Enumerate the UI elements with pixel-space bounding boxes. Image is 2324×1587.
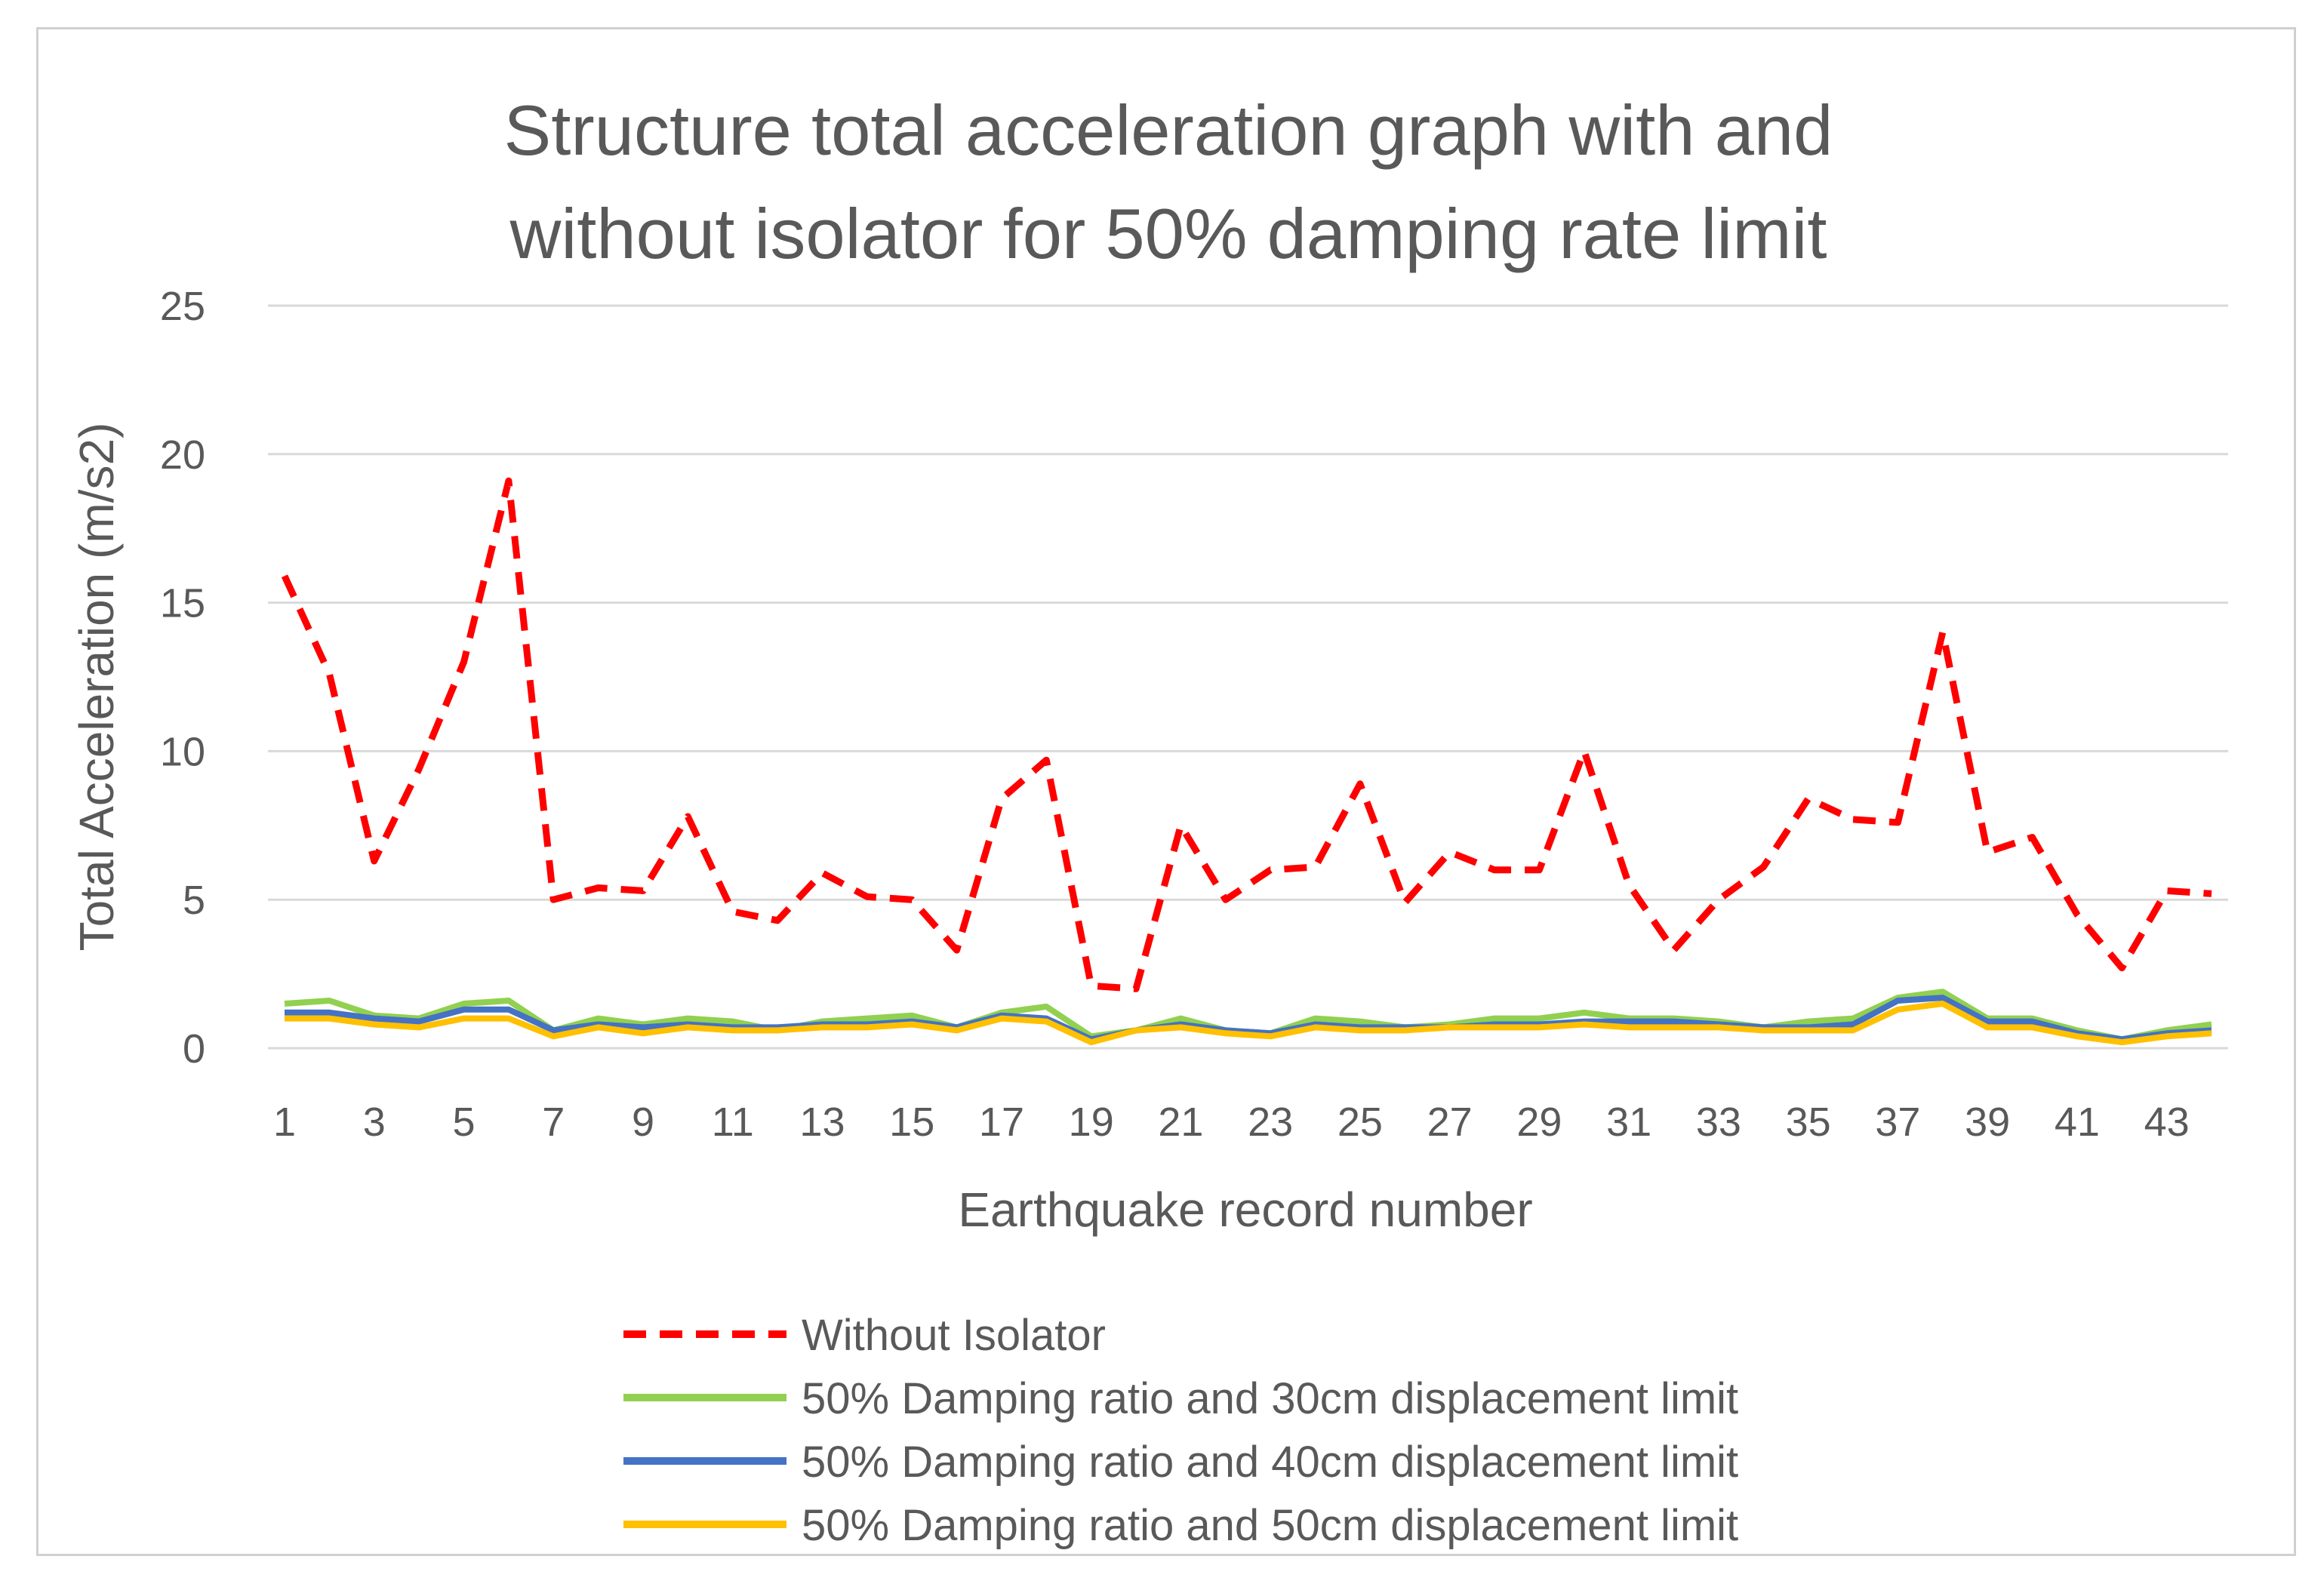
x-tick-label: 9 <box>632 1100 654 1145</box>
x-tick-label: 19 <box>1069 1100 1114 1145</box>
x-tick-label: 43 <box>2144 1100 2190 1145</box>
x-tick-label: 41 <box>2055 1100 2100 1145</box>
x-axis-label: Earthquake record number <box>958 1183 1532 1237</box>
y-tick-label: 15 <box>160 581 205 626</box>
x-axis-ticks: 1 3 5 7 9 11 13 15 17 19 21 23 25 27 29 31 33 35 37 39 41 43 <box>273 1100 2190 1145</box>
x-tick-label: 39 <box>1965 1100 2010 1145</box>
chart-frame <box>36 27 2296 1556</box>
y-axis-ticks: 0 5 10 15 20 25 <box>160 284 205 1072</box>
y-tick-label: 10 <box>160 729 205 774</box>
legend: Without Isolator 50% Damping ratio and 30… <box>623 1311 1738 1550</box>
x-tick-label: 33 <box>1696 1100 1741 1145</box>
x-tick-label: 25 <box>1337 1100 1383 1145</box>
series-line-1 <box>281 477 2212 992</box>
x-tick-label: 15 <box>889 1100 934 1145</box>
legend-label-4: 50% Damping ratio and 50cm displacement … <box>802 1501 1738 1550</box>
x-tick-label: 3 <box>363 1100 386 1145</box>
y-tick-label: 20 <box>160 432 205 478</box>
plot-series <box>281 477 2212 1046</box>
legend-label-3: 50% Damping ratio and 40cm displacement … <box>802 1438 1738 1487</box>
series-line-4 <box>285 1001 2212 1046</box>
legend-label-2: 50% Damping ratio and 30cm displacement … <box>802 1374 1738 1423</box>
x-tick-label: 27 <box>1427 1100 1473 1145</box>
legend-label-1: Without Isolator <box>802 1311 1106 1360</box>
chart-title-line-2: without isolator for 50% damping rate li… <box>509 194 1827 273</box>
x-tick-label: 21 <box>1158 1100 1203 1145</box>
x-tick-label: 7 <box>542 1100 565 1145</box>
x-tick-label: 23 <box>1248 1100 1293 1145</box>
y-axis-label: Total Acceleration (m/s2) <box>69 423 124 952</box>
x-tick-label: 37 <box>1875 1100 1920 1145</box>
x-tick-label: 17 <box>979 1100 1024 1145</box>
y-tick-label: 5 <box>183 878 205 923</box>
x-tick-label: 5 <box>452 1100 475 1145</box>
x-tick-label: 29 <box>1516 1100 1562 1145</box>
gridlines <box>268 304 2228 1050</box>
chart-title-line-1: Structure total acceleration graph with … <box>504 91 1833 170</box>
x-tick-label: 13 <box>799 1100 845 1145</box>
y-tick-label: 25 <box>160 284 205 329</box>
x-tick-label: 11 <box>712 1100 754 1145</box>
x-tick-label: 31 <box>1606 1100 1651 1145</box>
x-tick-label: 35 <box>1786 1100 1831 1145</box>
x-tick-label: 1 <box>273 1100 296 1145</box>
y-tick-label: 0 <box>183 1026 205 1072</box>
